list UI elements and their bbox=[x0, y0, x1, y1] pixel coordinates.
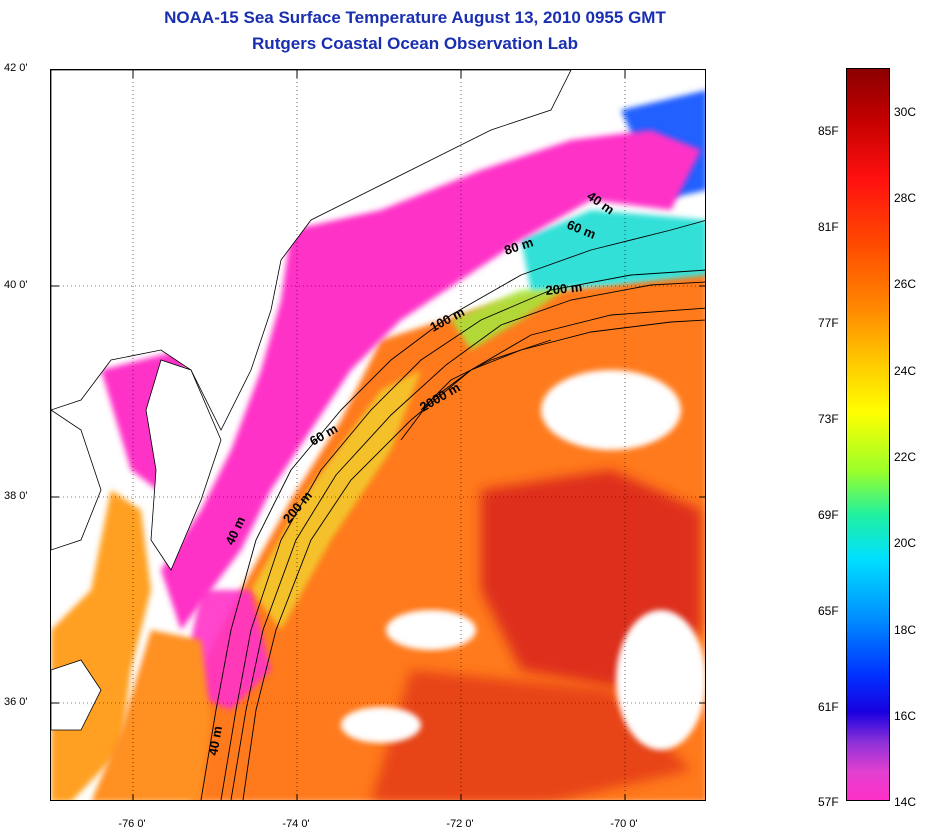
lat-tick-38: 38 0' bbox=[4, 490, 28, 502]
colorbar-f-69: 69F bbox=[818, 508, 839, 522]
colorbar-c-24: 24C bbox=[894, 364, 917, 378]
temperature-colorbar bbox=[846, 68, 890, 801]
colorbar-c-14: 14C bbox=[894, 795, 917, 809]
colorbar-c-20: 20C bbox=[894, 536, 917, 550]
colorbar-f-85: 85F bbox=[818, 124, 839, 138]
cold-coastal-band bbox=[161, 130, 701, 630]
land-mass bbox=[51, 70, 572, 431]
colorbar-c-18: 18C bbox=[894, 623, 917, 637]
colorbar-f-77: 77F bbox=[818, 316, 839, 330]
cloud-patch bbox=[341, 707, 421, 743]
grid bbox=[51, 70, 705, 800]
lat-tick-40: 40 0' bbox=[4, 279, 28, 291]
map-title: NOAA-15 Sea Surface Temperature August 1… bbox=[164, 8, 666, 27]
frame-ticks bbox=[51, 70, 705, 800]
lon-tick-72: -72 0' bbox=[446, 818, 474, 830]
lat-tick-42: 42 0' bbox=[4, 62, 28, 74]
colorbar-c-30: 30C bbox=[894, 105, 917, 119]
colorbar-c-28: 28C bbox=[894, 191, 917, 205]
hot-south bbox=[371, 670, 691, 800]
delmarva-peninsula bbox=[145, 359, 222, 571]
lon-tick-74: -74 0' bbox=[282, 818, 310, 830]
colorbar-c-16: 16C bbox=[894, 709, 917, 723]
cloud-patch bbox=[541, 370, 681, 450]
contour-label-40m-south: 40 m bbox=[205, 725, 225, 757]
lat-tick-36: 36 0' bbox=[4, 696, 28, 708]
colorbar-f-81: 81F bbox=[818, 220, 839, 234]
lon-tick-76: -76 0' bbox=[118, 818, 146, 830]
map-subtitle: Rutgers Coastal Ocean Observation Lab bbox=[252, 34, 578, 53]
cloud-patch bbox=[616, 610, 705, 750]
land-mass-south bbox=[51, 409, 102, 551]
colorbar-f-65: 65F bbox=[818, 604, 839, 618]
colorbar-f-61: 61F bbox=[818, 700, 839, 714]
lon-tick-70: -70 0' bbox=[610, 818, 638, 830]
land-mass-sw bbox=[51, 659, 102, 731]
colorbar-f-73: 73F bbox=[818, 412, 839, 426]
mixed-band bbox=[451, 285, 571, 350]
south-coastal-water bbox=[91, 630, 211, 800]
cloud-patch bbox=[386, 610, 476, 650]
colorbar-c-22: 22C bbox=[894, 450, 917, 464]
contour-label-200m-ne: 200 m bbox=[545, 279, 583, 298]
colorbar-f-57: 57F bbox=[818, 795, 839, 809]
colorbar-c-26: 26C bbox=[894, 277, 917, 291]
bathymetry-contours bbox=[200, 220, 705, 800]
mixed-band bbox=[251, 370, 421, 630]
sst-map: 40 m 60 m 80 m 200 m 100 m 2000 m 60 m 2… bbox=[50, 69, 706, 801]
sst-map-graphic: 40 m 60 m 80 m 200 m 100 m 2000 m 60 m 2… bbox=[51, 70, 705, 800]
cool-shelf-water bbox=[521, 210, 705, 290]
